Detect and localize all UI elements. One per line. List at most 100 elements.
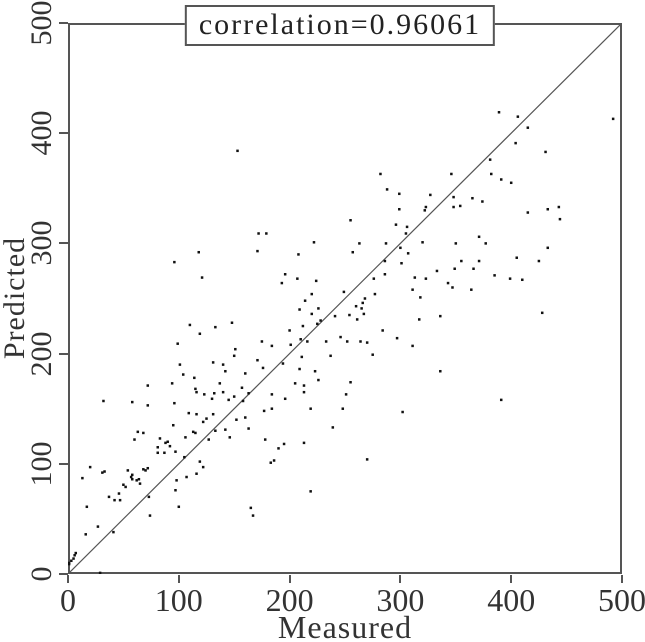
scatter-point [395, 336, 399, 340]
scatter-point [203, 393, 206, 396]
scatter-point [460, 259, 463, 263]
scatter-point [359, 340, 362, 343]
scatter-point [257, 232, 260, 235]
scatter-point [173, 260, 176, 264]
scatter-point [309, 490, 312, 493]
scatter-point [439, 314, 442, 318]
scatter-point [360, 307, 363, 310]
scatter-point [256, 358, 259, 362]
scatter-point [122, 483, 125, 486]
scatter-point [280, 281, 284, 285]
scatter-point [405, 225, 409, 229]
scatter-point [173, 401, 176, 405]
scatter-point [166, 440, 169, 444]
scatter-point [195, 412, 198, 416]
scatter-point [316, 322, 319, 326]
scatter-point [117, 492, 121, 495]
scatter-point [301, 324, 305, 328]
scatter-point [411, 344, 414, 348]
scatter-point [247, 392, 250, 395]
scatter-point [156, 451, 159, 455]
x-axis-title: Measured [277, 609, 413, 642]
x-tick-mark [510, 575, 513, 583]
scatter-point [526, 211, 530, 214]
scatter-point [211, 412, 215, 416]
scatter-point [124, 485, 127, 489]
scatter-point [515, 256, 518, 259]
scatter-point [207, 438, 210, 441]
scatter-point [138, 482, 142, 485]
scatter-point [221, 363, 225, 366]
scatter-point [270, 407, 274, 410]
scatter-point [178, 363, 182, 366]
scatter-point [302, 441, 306, 445]
identity-line [68, 23, 622, 574]
scatter-point [345, 340, 349, 343]
scatter-point [96, 525, 100, 528]
scatter-point [103, 470, 106, 473]
scatter-point [365, 341, 369, 344]
scatter-point [197, 250, 200, 254]
scatter-point [187, 411, 191, 415]
scatter-point [113, 498, 116, 502]
scatter-point [72, 557, 75, 560]
scatter-point [174, 450, 177, 453]
scatter-point [101, 471, 104, 474]
scatter-point [372, 277, 376, 280]
scatter-point [163, 451, 166, 455]
scatter-point [84, 533, 87, 536]
scatter-point [306, 340, 309, 343]
y-tick-mark [59, 462, 68, 465]
scatter-point [118, 498, 122, 502]
scatter-point [283, 397, 287, 401]
scatter-point [371, 353, 374, 356]
scatter-point [288, 329, 291, 332]
scatter-point [126, 469, 130, 472]
scatter-point [158, 437, 162, 440]
scatter-point [383, 273, 387, 276]
scatter-point [74, 551, 78, 555]
scatter-point [324, 340, 328, 343]
scatter-point [244, 416, 247, 419]
scatter-point [281, 362, 285, 365]
scatter-point [201, 465, 205, 469]
scatter-point [341, 407, 345, 410]
scatter-point [490, 172, 493, 176]
scatter-point [265, 232, 268, 235]
scatter-point [381, 329, 384, 332]
scatter-point [289, 343, 292, 347]
scatter-point [349, 219, 352, 222]
scatter-point [102, 399, 105, 403]
scatter-point [224, 428, 227, 431]
scatter-point [317, 378, 320, 382]
scatter-point [521, 278, 524, 282]
scatter-point [363, 297, 367, 300]
scatter-point [194, 431, 197, 435]
scatter-point [142, 468, 145, 471]
x-tick-label: 100 [154, 582, 203, 618]
scatter-point [272, 459, 276, 462]
scatter-point [302, 384, 306, 387]
scatter-point [401, 410, 404, 414]
scatter-point [481, 200, 484, 203]
scatter-point [488, 158, 492, 161]
scatter-point [310, 312, 314, 316]
y-tick-label: 0 [25, 566, 58, 582]
scatter-point [399, 246, 402, 250]
plot-canvas [68, 23, 622, 574]
scatter-point [508, 277, 512, 280]
scatter-point [191, 430, 195, 434]
scatter-point [611, 117, 615, 121]
scatter-point [362, 312, 366, 316]
scatter-point [214, 325, 217, 329]
x-tick-label: 500 [598, 582, 645, 618]
scatter-point [546, 246, 550, 250]
scatter-point [184, 436, 187, 439]
scatter-point [453, 267, 456, 270]
scatter-point [170, 382, 174, 385]
x-tick-mark [67, 575, 69, 583]
scatter-point [446, 281, 450, 285]
scatter-point [339, 335, 342, 339]
x-tick-label: 200 [265, 582, 314, 618]
scatter-point [188, 323, 192, 327]
